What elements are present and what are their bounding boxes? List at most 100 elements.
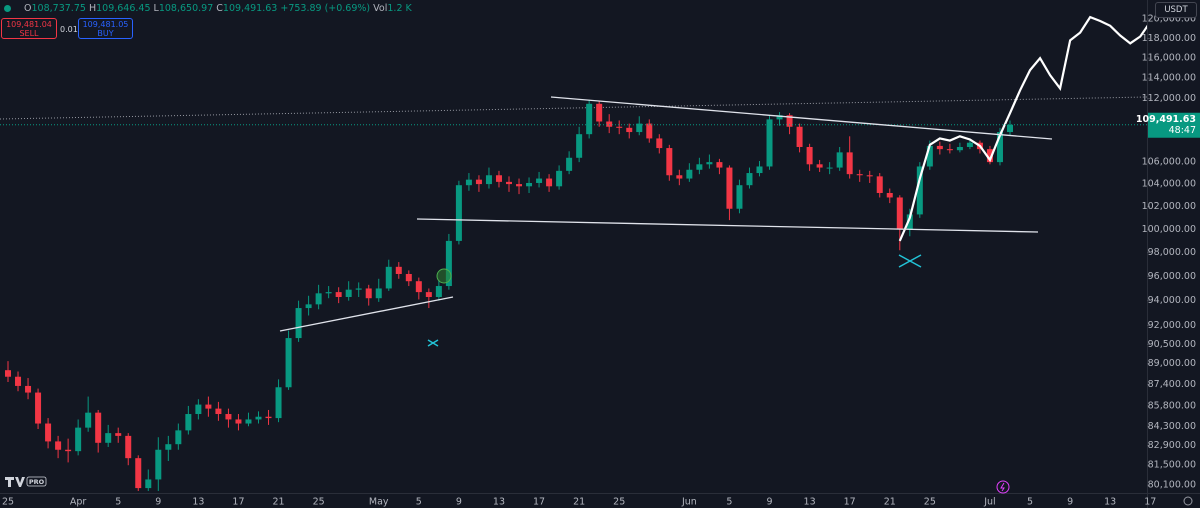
candle-body xyxy=(706,162,713,165)
alert-icon[interactable] xyxy=(996,480,1010,494)
candle-body xyxy=(295,308,302,339)
x-tick-label: 13 xyxy=(1104,497,1116,508)
circle-marker xyxy=(436,268,452,284)
y-tick-label: 85,800.00 xyxy=(1148,400,1196,411)
candle-body xyxy=(125,435,132,459)
ohlc-value: 109,491.63 xyxy=(222,3,278,14)
x-tick-label: 5 xyxy=(115,497,121,508)
candle-body xyxy=(435,286,442,297)
candle-body xyxy=(405,273,412,282)
x-tick-label: 9 xyxy=(456,497,462,508)
buy-button[interactable]: 109,481.05 BUY xyxy=(78,18,133,39)
y-tick-label: 89,000.00 xyxy=(1148,358,1196,369)
candle-body xyxy=(786,115,793,127)
candle-body xyxy=(5,370,11,377)
candle-body xyxy=(475,179,482,185)
candle-body xyxy=(25,385,32,393)
candle-body xyxy=(195,404,202,415)
ohlc-key: H xyxy=(88,3,97,14)
candle-body xyxy=(966,142,973,147)
quantity: 0.01 xyxy=(60,25,78,34)
y-tick-label: 112,000.00 xyxy=(1142,93,1196,104)
candle-body xyxy=(85,412,92,428)
candle-body xyxy=(275,387,282,419)
buy-label: BUY xyxy=(97,29,114,38)
x-tick-label: 17 xyxy=(533,497,545,508)
status-dot xyxy=(4,5,11,12)
logo-icon xyxy=(5,477,25,487)
y-tick-label: 120,000.00 xyxy=(1142,14,1196,25)
change: +753.89 (+0.69%) xyxy=(280,3,371,14)
logo: PRO xyxy=(5,476,47,487)
candle-body xyxy=(616,126,623,128)
x-tick-label: 9 xyxy=(1067,497,1073,508)
candle-body xyxy=(495,175,502,182)
candle-body xyxy=(335,292,342,297)
y-tick-label: 81,500.00 xyxy=(1148,460,1196,471)
candle-body xyxy=(546,178,553,187)
candle-body xyxy=(916,166,923,215)
trendline xyxy=(279,296,454,332)
candle-body xyxy=(936,145,943,150)
candle-body xyxy=(536,178,543,183)
x-tick-label: Jul xyxy=(983,497,995,508)
x-tick-label: 21 xyxy=(272,497,284,508)
candle-body xyxy=(255,416,262,420)
candle-body xyxy=(996,132,1003,163)
candle-body xyxy=(626,127,633,133)
x-tick-label: 9 xyxy=(155,497,161,508)
sell-price: 109,481.04 xyxy=(6,20,52,29)
x-tick-label: May xyxy=(369,497,389,508)
candle-body xyxy=(325,292,332,294)
candle-body xyxy=(45,423,52,442)
candle-body xyxy=(235,419,242,424)
candle-body xyxy=(676,175,683,179)
candle-body xyxy=(846,152,853,175)
candle-body xyxy=(756,166,763,174)
candle-body xyxy=(906,214,913,230)
candle-body xyxy=(355,288,362,290)
candle-body xyxy=(816,164,823,168)
candle-body xyxy=(716,162,723,168)
candle-body xyxy=(445,240,452,287)
y-tick-label: 82,900.00 xyxy=(1148,440,1196,451)
candle-body xyxy=(95,412,102,443)
candle-body xyxy=(285,338,292,388)
x-tick-label: 17 xyxy=(232,497,244,508)
candle-body xyxy=(956,146,963,151)
candle-body xyxy=(566,157,573,171)
x-tick-label: 25 xyxy=(924,497,936,508)
x-tick-label: 17 xyxy=(844,497,856,508)
x-tick-label: 17 xyxy=(1144,497,1156,508)
x-tick-label: 21 xyxy=(573,497,585,508)
candle-body xyxy=(415,281,422,293)
candle-body xyxy=(656,138,663,149)
candle-body xyxy=(375,288,382,299)
x-tick-label: 25 xyxy=(2,497,14,508)
x-tick-label: 13 xyxy=(804,497,816,508)
cross-marker xyxy=(898,254,922,268)
candle-body xyxy=(646,123,653,139)
candle-body xyxy=(65,449,72,452)
candle-body xyxy=(345,289,352,297)
x-tick-label: 13 xyxy=(192,497,204,508)
candle-body xyxy=(836,152,843,168)
candle-body xyxy=(35,392,42,424)
candle-body xyxy=(876,176,883,193)
ohlc-key: O xyxy=(24,3,32,14)
candle-body xyxy=(1007,124,1013,133)
candle-body xyxy=(826,167,833,169)
y-tick-label: 102,000.00 xyxy=(1142,201,1196,212)
settings-icon[interactable] xyxy=(1183,496,1193,506)
currency-button[interactable]: USDT xyxy=(1155,2,1197,18)
candle-body xyxy=(666,148,673,176)
candle-body xyxy=(305,304,312,309)
candle-body xyxy=(145,479,152,489)
candle-body xyxy=(75,427,82,452)
ohlc-key: C xyxy=(216,3,223,14)
sell-button[interactable]: 109,481.04 SELL xyxy=(1,18,57,39)
candle-body xyxy=(576,134,583,158)
candle-body xyxy=(736,185,743,209)
candle-body xyxy=(315,293,322,305)
